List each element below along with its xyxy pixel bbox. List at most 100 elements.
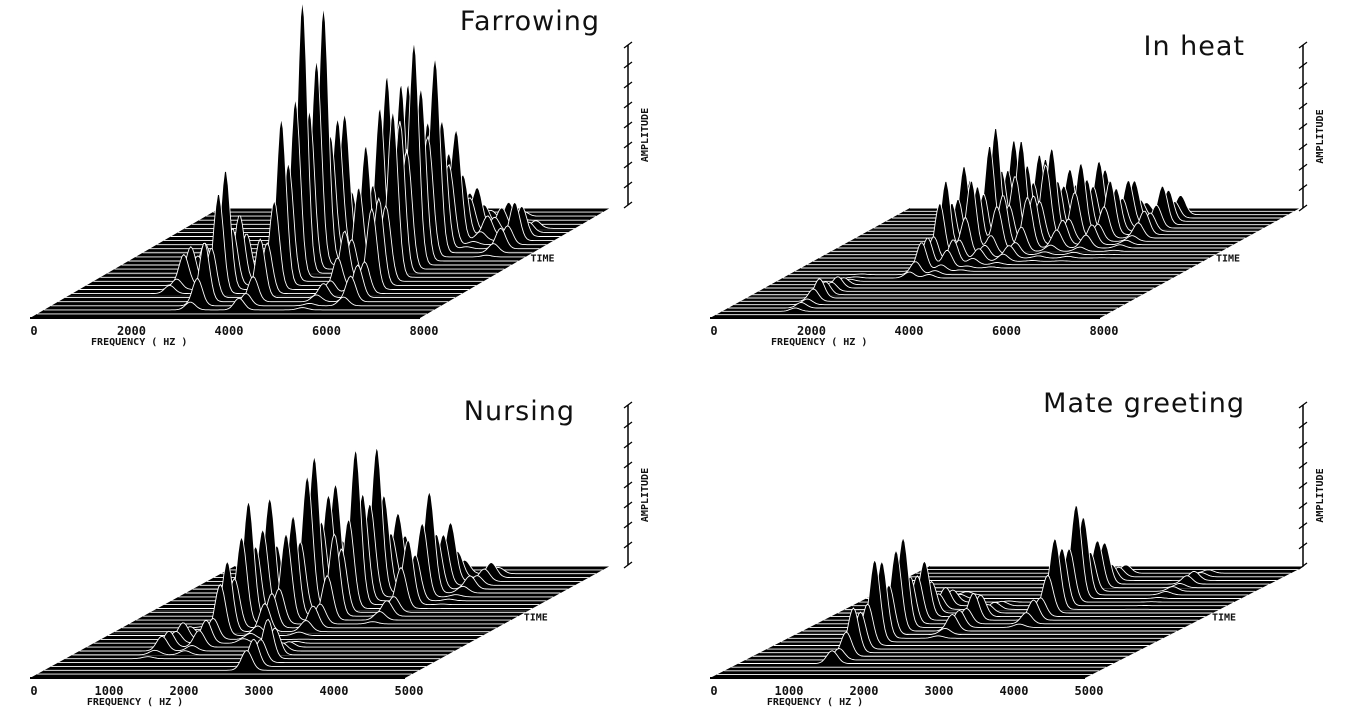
amplitude-tick	[1298, 522, 1308, 530]
amplitude-tick	[1298, 122, 1308, 131]
x-tick-label: 6000	[312, 324, 341, 338]
trace-mask	[136, 500, 512, 621]
amplitude-tick	[623, 461, 633, 469]
panel-title: Mate greeting	[1043, 388, 1245, 419]
trace-mask	[142, 57, 533, 253]
spectrum-trace	[129, 535, 504, 625]
spectrum-trace	[752, 631, 1128, 657]
waterfall-surface	[710, 128, 1300, 319]
amplitude-tick	[623, 61, 633, 69]
amplitude-axis-label: AMPLITUDE	[640, 108, 651, 162]
amplitude-tick	[1298, 61, 1308, 69]
spectrum-trace	[788, 261, 1179, 276]
trace-mask	[734, 299, 1125, 305]
trace-mask	[752, 632, 1128, 657]
trace-mask	[65, 239, 456, 298]
panel-in-heat: In heat FREQUENCY ( HZ ) TIME AMPLITUDE …	[710, 31, 1326, 348]
x-axis-label: FREQUENCY ( HZ )	[771, 337, 867, 348]
trace-mask	[740, 289, 1131, 302]
x-tick-label: 4000	[215, 324, 244, 338]
x-tick-labels: 0 1000 2000 3000 4000 5000	[30, 684, 423, 698]
spectrum-trace	[44, 649, 420, 671]
trace-mask	[770, 277, 1161, 285]
spectrum-trace	[728, 302, 1119, 309]
amplitude-axis-label: AMPLITUDE	[1315, 468, 1326, 522]
x-tick-label: 3000	[245, 684, 274, 698]
amplitude-axis	[623, 401, 633, 569]
amplitude-tick	[623, 521, 633, 529]
amplitude-tick	[623, 541, 633, 549]
x-tick-labels: 0 2000 4000 6000 8000	[30, 324, 438, 338]
x-tick-label: 0	[710, 324, 717, 338]
panel-title: In heat	[1143, 31, 1245, 62]
panel-title: Farrowing	[460, 6, 600, 37]
time-axis-label: TIME	[1212, 612, 1236, 623]
amplitude-tick	[623, 141, 633, 149]
amplitude-tick	[623, 501, 633, 509]
trace-mask	[728, 302, 1119, 308]
amplitude-axis	[1298, 401, 1308, 570]
amplitude-tick	[1298, 461, 1308, 469]
spectrum-trace	[100, 98, 491, 278]
trace-mask	[746, 278, 1137, 298]
trace-mask	[861, 148, 1252, 235]
x-tick-label: 0	[30, 324, 37, 338]
trace-mask	[143, 515, 519, 617]
amplitude-tick	[623, 401, 633, 409]
spectrum-trace	[51, 278, 442, 307]
amplitude-tick	[1298, 82, 1308, 90]
trace-mask	[738, 650, 1114, 664]
amplitude-tick	[623, 101, 633, 109]
trace-mask	[851, 548, 1227, 606]
floor-plane	[710, 208, 1300, 318]
trace-mask	[843, 146, 1234, 245]
waterfall-surface	[710, 503, 1305, 679]
spectrum-trace	[745, 648, 1121, 661]
amplitude-tick	[623, 181, 633, 189]
amplitude-tick	[623, 41, 633, 49]
spectrum-trace	[65, 238, 456, 299]
panel-mate-greeting: Mate greeting FREQUENCY ( HZ ) TIME AMPL…	[710, 388, 1326, 708]
spectrum-trace	[794, 242, 1185, 272]
trace-mask	[86, 118, 477, 286]
spectrum-trace	[849, 128, 1240, 242]
trace-mask	[164, 449, 540, 605]
spectrum-trace	[740, 288, 1131, 302]
trace-mask	[764, 276, 1155, 288]
spectrum-trace	[143, 513, 519, 617]
amplitude-tick	[1298, 441, 1308, 449]
spectrum-trace	[773, 603, 1149, 646]
amplitude-axis	[623, 41, 633, 209]
trace-mask	[107, 0, 498, 274]
x-tick-label: 2000	[797, 324, 826, 338]
x-axis-label: FREQUENCY ( HZ )	[87, 697, 183, 708]
spectrum-trace	[825, 180, 1216, 256]
trace-mask	[849, 128, 1240, 242]
trace-mask	[100, 98, 491, 278]
amplitude-tick	[1298, 542, 1308, 550]
panel-nursing: Nursing FREQUENCY ( HZ ) TIME AMPLITUDE …	[30, 396, 651, 708]
amplitude-tick	[1298, 502, 1308, 510]
spectrum-trace	[813, 203, 1203, 262]
trace-mask	[873, 155, 1264, 228]
spectrum-trace	[843, 146, 1234, 246]
spectrum-trace	[58, 242, 449, 303]
x-tick-label: 5000	[395, 684, 424, 698]
spectrum-trace	[738, 650, 1114, 664]
spectrum-trace	[79, 170, 470, 290]
x-tick-labels: 0 2000 4000 6000 8000	[710, 324, 1118, 338]
amplitude-tick	[1298, 204, 1308, 212]
x-tick-label: 5000	[1075, 684, 1104, 698]
waterfall-surface	[30, 0, 610, 319]
x-tick-label: 2000	[170, 684, 199, 698]
spectrum-trace	[93, 162, 484, 282]
x-tick-label: 4000	[320, 684, 349, 698]
amplitude-tick	[1298, 481, 1308, 490]
amplitude-tick	[623, 441, 633, 449]
spectrum-trace	[44, 297, 435, 311]
trace-mask	[831, 187, 1222, 252]
amplitude-tick	[1298, 163, 1308, 171]
spectrum-trace	[72, 194, 463, 295]
trace-mask	[837, 166, 1228, 248]
